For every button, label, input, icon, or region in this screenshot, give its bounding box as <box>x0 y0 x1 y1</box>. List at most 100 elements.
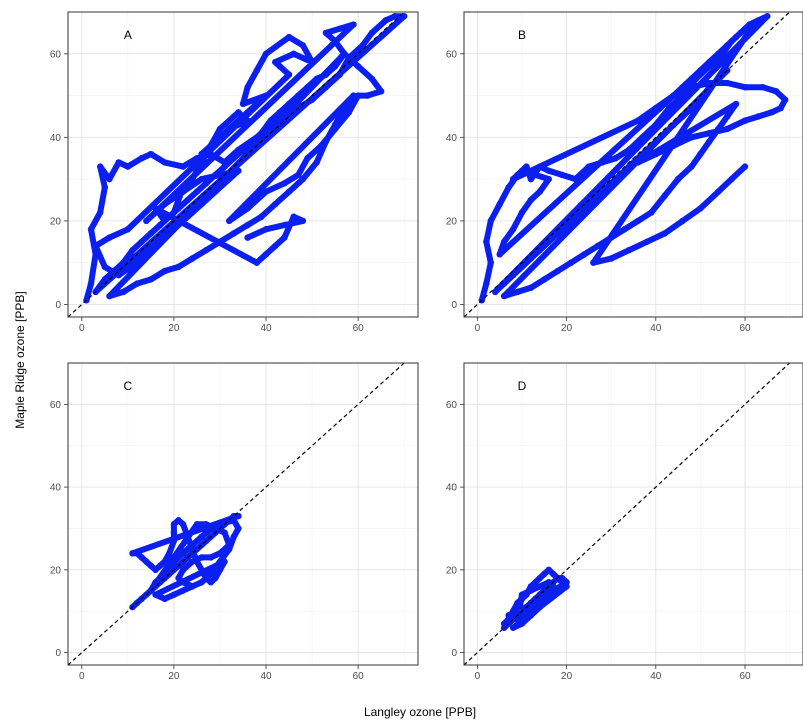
data-series <box>83 12 408 304</box>
data-point <box>129 246 136 254</box>
data-point <box>272 58 279 66</box>
data-point <box>599 159 606 166</box>
data-point <box>652 121 660 129</box>
data-point <box>532 171 539 179</box>
data-series <box>478 12 789 304</box>
data-point <box>147 562 155 569</box>
data-point <box>322 84 330 91</box>
data-point <box>101 263 109 271</box>
data-point <box>281 234 288 241</box>
data-point <box>170 209 178 216</box>
data-point <box>674 175 682 183</box>
data-point <box>368 29 376 37</box>
data-point <box>276 109 284 116</box>
data-point <box>175 517 182 524</box>
data-point <box>514 608 521 615</box>
data-point <box>276 63 284 70</box>
data-point <box>563 583 570 590</box>
data-point <box>483 280 490 287</box>
data-point <box>216 125 224 133</box>
data-point <box>179 550 187 557</box>
data-point <box>97 209 104 216</box>
data-point <box>92 251 99 258</box>
data-point <box>225 217 233 225</box>
data-point <box>554 587 561 594</box>
data-point <box>244 221 251 229</box>
data-point <box>249 138 256 145</box>
data-point <box>207 142 214 149</box>
x-tick-label: 0 <box>475 671 481 682</box>
data-point <box>295 171 302 179</box>
data-point <box>235 525 242 532</box>
data-point <box>643 238 651 245</box>
data-point <box>161 595 168 603</box>
data-point <box>350 92 357 99</box>
data-point <box>518 263 526 271</box>
data-point <box>285 33 293 41</box>
data-point <box>581 205 588 212</box>
data-point <box>221 529 228 536</box>
data-point <box>550 570 557 578</box>
data-point <box>697 205 704 212</box>
data-point <box>212 525 219 532</box>
data-point <box>777 104 784 112</box>
data-point <box>179 566 187 574</box>
data-point <box>741 84 749 91</box>
data-point <box>487 259 494 266</box>
data-point <box>345 109 353 116</box>
data-point <box>670 142 677 149</box>
panel-letter-label: A <box>124 28 132 42</box>
data-point <box>755 113 762 120</box>
data-point <box>518 209 526 216</box>
data-point <box>202 246 210 254</box>
data-point <box>106 175 113 183</box>
data-point <box>322 138 330 145</box>
data-point <box>115 272 122 279</box>
y-tick-label: 20 <box>50 565 62 576</box>
data-point <box>391 12 399 20</box>
data-point <box>101 276 109 283</box>
data-point <box>179 184 187 191</box>
data-point <box>509 226 517 233</box>
data-point <box>616 171 624 179</box>
data-point <box>170 529 178 536</box>
y-tick-label: 20 <box>50 216 62 227</box>
data-point <box>496 200 503 208</box>
data-point <box>661 129 668 137</box>
data-point <box>364 92 371 99</box>
data-point <box>639 134 646 141</box>
data-point <box>239 100 247 108</box>
data-point <box>92 242 99 250</box>
data-point <box>661 230 668 237</box>
data-point <box>728 175 735 183</box>
data-point <box>715 125 722 133</box>
data-point <box>625 146 633 154</box>
panel-c: 0 20 40 60 0 20 40 60 C <box>50 362 419 682</box>
panel-d: 0 20 40 60 0 20 40 60 D <box>446 362 803 682</box>
data-point <box>523 612 530 619</box>
data-point <box>768 109 775 116</box>
data-point <box>500 280 508 287</box>
data-point <box>235 109 242 116</box>
data-point <box>554 267 561 275</box>
data-point <box>354 63 362 70</box>
data-point <box>545 175 552 183</box>
data-point <box>679 92 686 99</box>
data-point <box>558 583 566 590</box>
data-point <box>536 188 544 195</box>
data-point <box>634 217 642 225</box>
data-point <box>541 591 548 598</box>
data-point <box>170 591 178 598</box>
data-point <box>110 267 118 275</box>
data-point <box>532 599 539 607</box>
data-point <box>212 574 219 582</box>
data-point <box>281 180 288 187</box>
data-point <box>175 205 182 212</box>
data-point <box>253 67 261 74</box>
data-point <box>585 163 593 170</box>
data-point <box>299 42 307 49</box>
data-point <box>341 104 348 112</box>
data-point <box>170 226 178 233</box>
data-point <box>198 175 205 183</box>
data-point <box>532 579 539 586</box>
